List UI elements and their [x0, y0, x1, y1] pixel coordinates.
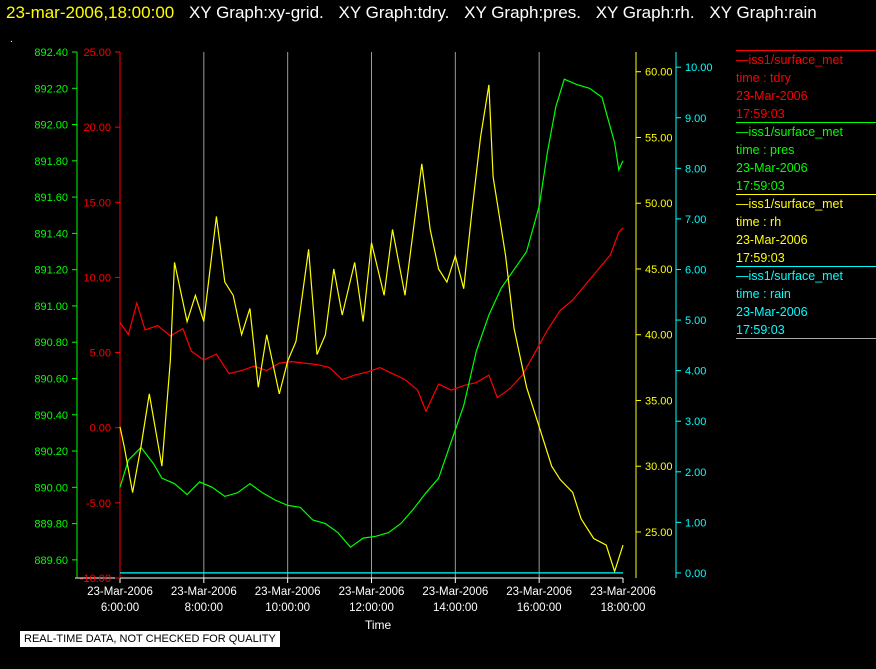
- rain-tick-label: 0.00: [685, 568, 706, 580]
- legend-entry-tdry: —iss1/surface_met time : tdry 23-Mar-200…: [736, 50, 876, 123]
- tdry-tick-label: -5.00: [86, 498, 111, 510]
- pres-tick-label: 889.80: [34, 519, 68, 531]
- pres-tick-label: 891.20: [34, 265, 68, 277]
- pres-tick-label: 890.60: [34, 373, 68, 385]
- pres-tick-label: 891.60: [34, 192, 68, 204]
- x-tick-label-date: 23-Mar-2006: [339, 586, 405, 598]
- rh-tick-label: 30.00: [645, 461, 673, 473]
- status-dot: .: [10, 34, 13, 45]
- legend-rain-date: 23-Mar-2006: [736, 305, 808, 319]
- pres-tick-label: 889.60: [34, 555, 68, 567]
- legend-pres-name: —iss1/surface_met: [736, 122, 876, 141]
- legend-rh-name: —iss1/surface_met: [736, 194, 876, 213]
- rh-tick-label: 35.00: [645, 395, 673, 407]
- legend-entry-rh: —iss1/surface_met time : rh 23-Mar-2006 …: [736, 194, 876, 267]
- rain-tick-label: 10.00: [685, 62, 713, 74]
- legend-rh-var: time : rh: [736, 215, 782, 229]
- pres-tick-label: 890.20: [34, 446, 68, 458]
- legend-entry-pres: —iss1/surface_met time : pres 23-Mar-200…: [736, 122, 876, 195]
- legend-rain-var: time : rain: [736, 287, 791, 301]
- pres-tick-label: 891.00: [34, 301, 68, 313]
- x-tick-label-time: 8:00:00: [185, 602, 223, 614]
- tdry-tick-label: 10.00: [83, 272, 111, 284]
- pres-tick-label: 892.20: [34, 83, 68, 95]
- pres-tick-label: 890.00: [34, 482, 68, 494]
- x-tick-label-date: 23-Mar-2006: [87, 586, 153, 598]
- pres-tick-label: 890.40: [34, 410, 68, 422]
- legend-tdry-date: 23-Mar-2006: [736, 89, 808, 103]
- legend-rain-name: —iss1/surface_met: [736, 266, 876, 285]
- rain-tick-label: 1.00: [685, 517, 706, 529]
- x-tick-label-date: 23-Mar-2006: [506, 586, 572, 598]
- x-tick-label-time: 10:00:00: [265, 602, 310, 614]
- rh-tick-label: 25.00: [645, 527, 673, 539]
- x-tick-label-date: 23-Mar-2006: [171, 586, 237, 598]
- legend-tdry-name: —iss1/surface_met: [736, 50, 876, 69]
- tdry-tick-label: 0.00: [90, 423, 111, 435]
- rh-tick-label: 60.00: [645, 67, 673, 79]
- legend-pres-date: 23-Mar-2006: [736, 161, 808, 175]
- rain-tick-label: 9.00: [685, 113, 706, 125]
- series-line-rh: [119, 84, 624, 574]
- legend-rh-date: 23-Mar-2006: [736, 233, 808, 247]
- legend-divider: [736, 338, 876, 339]
- rain-tick-label: 5.00: [685, 315, 706, 327]
- quality-disclaimer: REAL-TIME DATA, NOT CHECKED FOR QUALITY: [20, 631, 280, 647]
- legend-tdry-time: 17:59:03: [736, 107, 785, 121]
- x-tick-label-time: 6:00:00: [101, 602, 139, 614]
- legend-pres-var: time : pres: [736, 143, 795, 157]
- x-tick-label-date: 23-Mar-2006: [255, 586, 321, 598]
- pres-tick-label: 892.40: [34, 47, 68, 59]
- timestamp: 23-mar-2006,18:00:00: [6, 3, 175, 22]
- pres-tick-label: 891.80: [34, 156, 68, 168]
- series-line-pres: [119, 78, 624, 549]
- rh-tick-label: 40.00: [645, 330, 673, 342]
- pres-tick-label: 891.40: [34, 228, 68, 240]
- tdry-tick-label: 15.00: [83, 197, 111, 209]
- rain-tick-label: 4.00: [685, 366, 706, 378]
- legend-entry-rain: —iss1/surface_met time : rain 23-Mar-200…: [736, 266, 876, 339]
- x-tick-label-time: 18:00:00: [601, 602, 646, 614]
- legend-rh-time: 17:59:03: [736, 251, 785, 265]
- tdry-tick-label: -10.00: [80, 573, 111, 585]
- rain-tick-label: 2.00: [685, 467, 706, 479]
- tdry-tick-label: 5.00: [90, 348, 111, 360]
- x-tick-label-time: 16:00:00: [517, 602, 562, 614]
- x-axis-title: Time: [365, 618, 392, 632]
- x-tick-label-date: 23-Mar-2006: [590, 586, 656, 598]
- rh-tick-label: 45.00: [645, 264, 673, 276]
- graph-title-rain: XY Graph:rain: [709, 3, 817, 22]
- pres-tick-label: 890.80: [34, 337, 68, 349]
- rain-tick-label: 7.00: [685, 214, 706, 226]
- graph-title-xy-grid: XY Graph:xy-grid.: [188, 3, 324, 22]
- legend-pres-time: 17:59:03: [736, 179, 785, 193]
- x-tick-label-time: 14:00:00: [433, 602, 478, 614]
- x-tick-label-time: 12:00:00: [349, 602, 394, 614]
- rain-tick-label: 3.00: [685, 416, 706, 428]
- x-tick-label-date: 23-Mar-2006: [422, 586, 488, 598]
- header-bar: 23-mar-2006,18:00:00 XY Graph:xy-grid. X…: [6, 3, 817, 23]
- graph-title-rh: XY Graph:rh.: [595, 3, 695, 22]
- series-line-tdry: [119, 227, 624, 413]
- tdry-tick-label: 25.00: [83, 47, 111, 59]
- rh-tick-label: 50.00: [645, 198, 673, 210]
- legend-rain-time: 17:59:03: [736, 323, 785, 337]
- rh-tick-label: 55.00: [645, 132, 673, 144]
- rain-tick-label: 6.00: [685, 264, 706, 276]
- tdry-tick-label: 20.00: [83, 122, 111, 134]
- rain-tick-label: 8.00: [685, 163, 706, 175]
- graph-title-pres: XY Graph:pres.: [464, 3, 581, 22]
- pres-tick-label: 892.00: [34, 120, 68, 132]
- legend-tdry-var: time : tdry: [736, 71, 791, 85]
- graph-title-tdry: XY Graph:tdry.: [338, 3, 450, 22]
